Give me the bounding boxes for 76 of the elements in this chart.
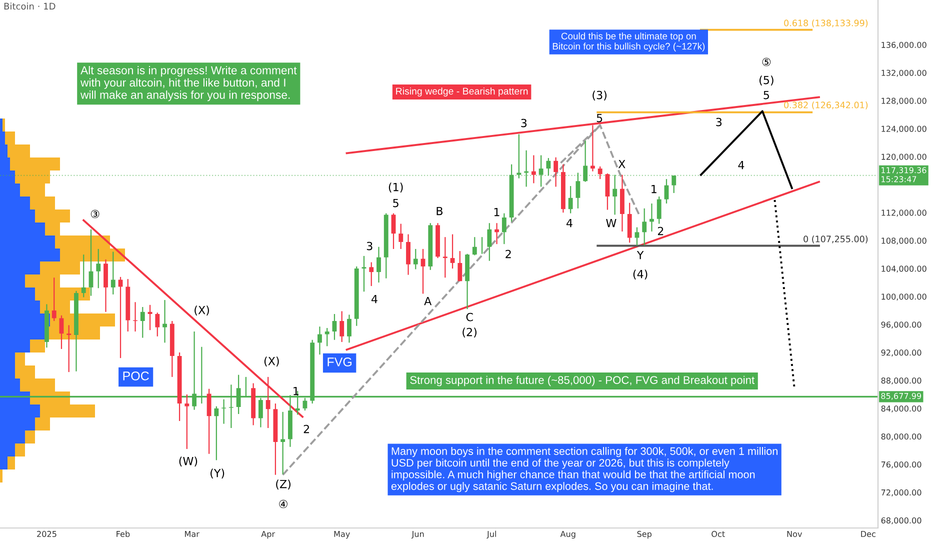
annotation: ③ xyxy=(90,210,100,218)
annotation: Alt season is in progress! Write a comment with your altcoin, hit the like button, and I will make an analysis for you in response. xyxy=(80,66,297,102)
annotation: (X) xyxy=(264,356,279,367)
x-tick-label: Jun xyxy=(411,531,424,539)
y-tick-label: 88,000.00 xyxy=(881,378,922,384)
chart-title: Bitcoin · 1D xyxy=(4,2,56,10)
y-tick-label: 100,000.00 xyxy=(882,294,926,301)
y-tick-label: 96,000.00 xyxy=(881,322,922,328)
annotation: (Y) xyxy=(210,468,224,479)
annotation: 4 xyxy=(566,218,572,228)
annotation: 5 xyxy=(764,90,769,100)
annotation: (5) xyxy=(760,76,774,86)
annotation: A xyxy=(424,296,432,306)
annotation: 1 xyxy=(652,184,656,194)
y-tick-label: 112,000.00 xyxy=(882,210,926,217)
annotation: B xyxy=(436,206,443,216)
annotation: 2 xyxy=(658,226,664,236)
annotation: 4 xyxy=(371,294,378,304)
y-tick-label: 124,000.00 xyxy=(882,126,926,133)
annotation: Strong support in the future (~85,000) - POC, FVG and Breakout point xyxy=(410,376,755,386)
y-tick-label: 72,000.00 xyxy=(881,489,922,496)
annotation: Many moon boys in the comment section calling for 300k, 500k, or even 1 million USD per bitcoin until the end of the year or 2026, but this is completely impossible. A much higher chance than that would be that the artificial moon explodes or ugly satanic Saturn explodes. So you can imagine that. xyxy=(391,447,778,492)
annotation: 0 (107,255.00) xyxy=(804,236,868,244)
annotation: 1 xyxy=(494,208,500,216)
y-tick-label: 104,000.00 xyxy=(882,266,926,273)
x-tick-label: Oct xyxy=(712,530,725,538)
annotation: Rising wedge - Bearish pattern xyxy=(396,87,528,97)
annotation: 0.382 (126,342.01) xyxy=(784,102,868,110)
annotation: (2) xyxy=(462,328,476,338)
x-tick-label: May xyxy=(334,531,350,539)
annotation: 5 xyxy=(393,198,398,208)
annotation: (Z) xyxy=(276,480,290,490)
y-tick-label: 136,000.00 xyxy=(882,42,926,49)
x-tick-label: Mar xyxy=(185,531,200,538)
x-tick-label: 2025 xyxy=(37,530,56,538)
annotation: 5 xyxy=(596,114,602,122)
ref-line-label: 85,677.99 xyxy=(881,392,922,400)
x-tick-label: Jul xyxy=(486,530,496,539)
y-tick-label: 132,000.00 xyxy=(882,70,926,77)
annotation: 2 xyxy=(506,250,511,258)
x-tick-label: Apr xyxy=(261,531,276,539)
annotation: Could this be the ultimate top on Bitcoin for this bullish cycle? (~127k) xyxy=(552,32,705,52)
annotation: 2 xyxy=(304,424,309,434)
x-tick-label: Feb xyxy=(116,530,130,538)
annotation: Y xyxy=(636,250,644,260)
annotation: (1) xyxy=(388,182,403,193)
x-tick-label: Aug xyxy=(560,531,576,539)
ref-line-label: 117,319.36 15:23:47 xyxy=(882,167,926,182)
annotation: X xyxy=(618,160,626,168)
annotation: 3 xyxy=(521,118,527,128)
annotation: FVG xyxy=(328,358,352,366)
annotation: 3 xyxy=(366,242,372,250)
y-tick-label: 68,000.00 xyxy=(881,517,922,524)
annotation: (X) xyxy=(194,306,209,316)
x-tick-label: Sep xyxy=(637,530,652,539)
y-tick-label: 128,000.00 xyxy=(882,98,926,105)
annotation: ⑤ xyxy=(762,58,771,66)
annotation: 3 xyxy=(716,118,722,126)
y-tick-label: 108,000.00 xyxy=(882,238,926,245)
annotation: (4) xyxy=(633,270,648,280)
y-tick-label: 84,000.00 xyxy=(881,405,922,412)
annotation: ④ xyxy=(279,500,288,508)
annotation: 4 xyxy=(738,160,744,170)
y-tick-label: 76,000.00 xyxy=(881,461,922,468)
y-tick-label: 120,000.00 xyxy=(882,154,926,161)
y-tick-label: 80,000.00 xyxy=(881,433,922,440)
annotation: (W) xyxy=(179,456,198,467)
annotation: W xyxy=(606,218,616,228)
annotation: POC xyxy=(123,372,149,380)
annotation: (3) xyxy=(592,90,606,101)
annotation: 1 xyxy=(294,386,298,396)
x-tick-label: Nov xyxy=(787,531,802,538)
annotation: C xyxy=(466,312,473,322)
annotation: 0.618 (138,133.99) xyxy=(784,20,868,28)
x-tick-label: Dec xyxy=(861,531,876,538)
y-tick-label: 92,000.00 xyxy=(881,350,922,356)
